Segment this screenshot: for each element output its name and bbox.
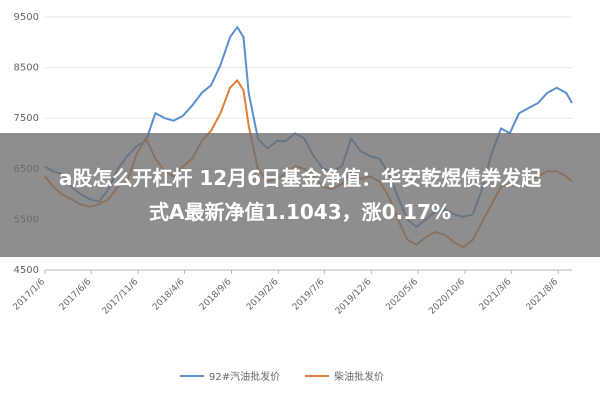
headline-line-1: a股怎么开杠杆 12月6日基金净值：华安乾煜债券发起: [58, 166, 542, 190]
y-tick-label: 4500: [14, 265, 39, 276]
y-tick-label: 7500: [14, 113, 39, 124]
x-tick-label: 2017/1/6: [11, 277, 47, 313]
y-tick-label: 8500: [14, 63, 39, 74]
x-tick-label: 2017/6/6: [58, 277, 94, 313]
x-tick-label: 2020/10/6: [427, 277, 467, 317]
x-tick-label: 2019/7/6: [291, 277, 327, 313]
headline-overlay: a股怎么开杠杆 12月6日基金净值：华安乾煜债券发起 式A最新净值1.1043，…: [0, 133, 600, 257]
x-tick-label: 2017/11/6: [101, 277, 141, 317]
legend-item-1[interactable]: 92#汽油批发价: [180, 370, 280, 383]
legend-label: 92#汽油批发价: [209, 370, 280, 383]
x-tick-label: 2021/8/6: [525, 277, 561, 313]
legend: 92#汽油批发价 柴油批发价: [180, 370, 384, 383]
legend-item-2[interactable]: 柴油批发价: [305, 370, 384, 383]
y-tick-label: 9500: [14, 12, 39, 23]
x-tick-label: 2020/5/6: [384, 277, 420, 313]
headline-line-2: 式A最新净值1.1043，涨0.17%: [148, 200, 452, 224]
legend-label: 柴油批发价: [334, 370, 384, 383]
x-axis: 2017/1/6 2017/6/6 2017/11/6 2018/4/6 2018/9/…: [11, 269, 572, 317]
x-tick-label: 2019/2/6: [245, 277, 281, 313]
x-tick-label: 2018/4/6: [151, 277, 187, 313]
x-tick-label: 2019/12/6: [334, 277, 374, 317]
x-tick-label: 2018/9/6: [198, 277, 234, 313]
x-tick-label: 2021/3/6: [478, 277, 514, 313]
